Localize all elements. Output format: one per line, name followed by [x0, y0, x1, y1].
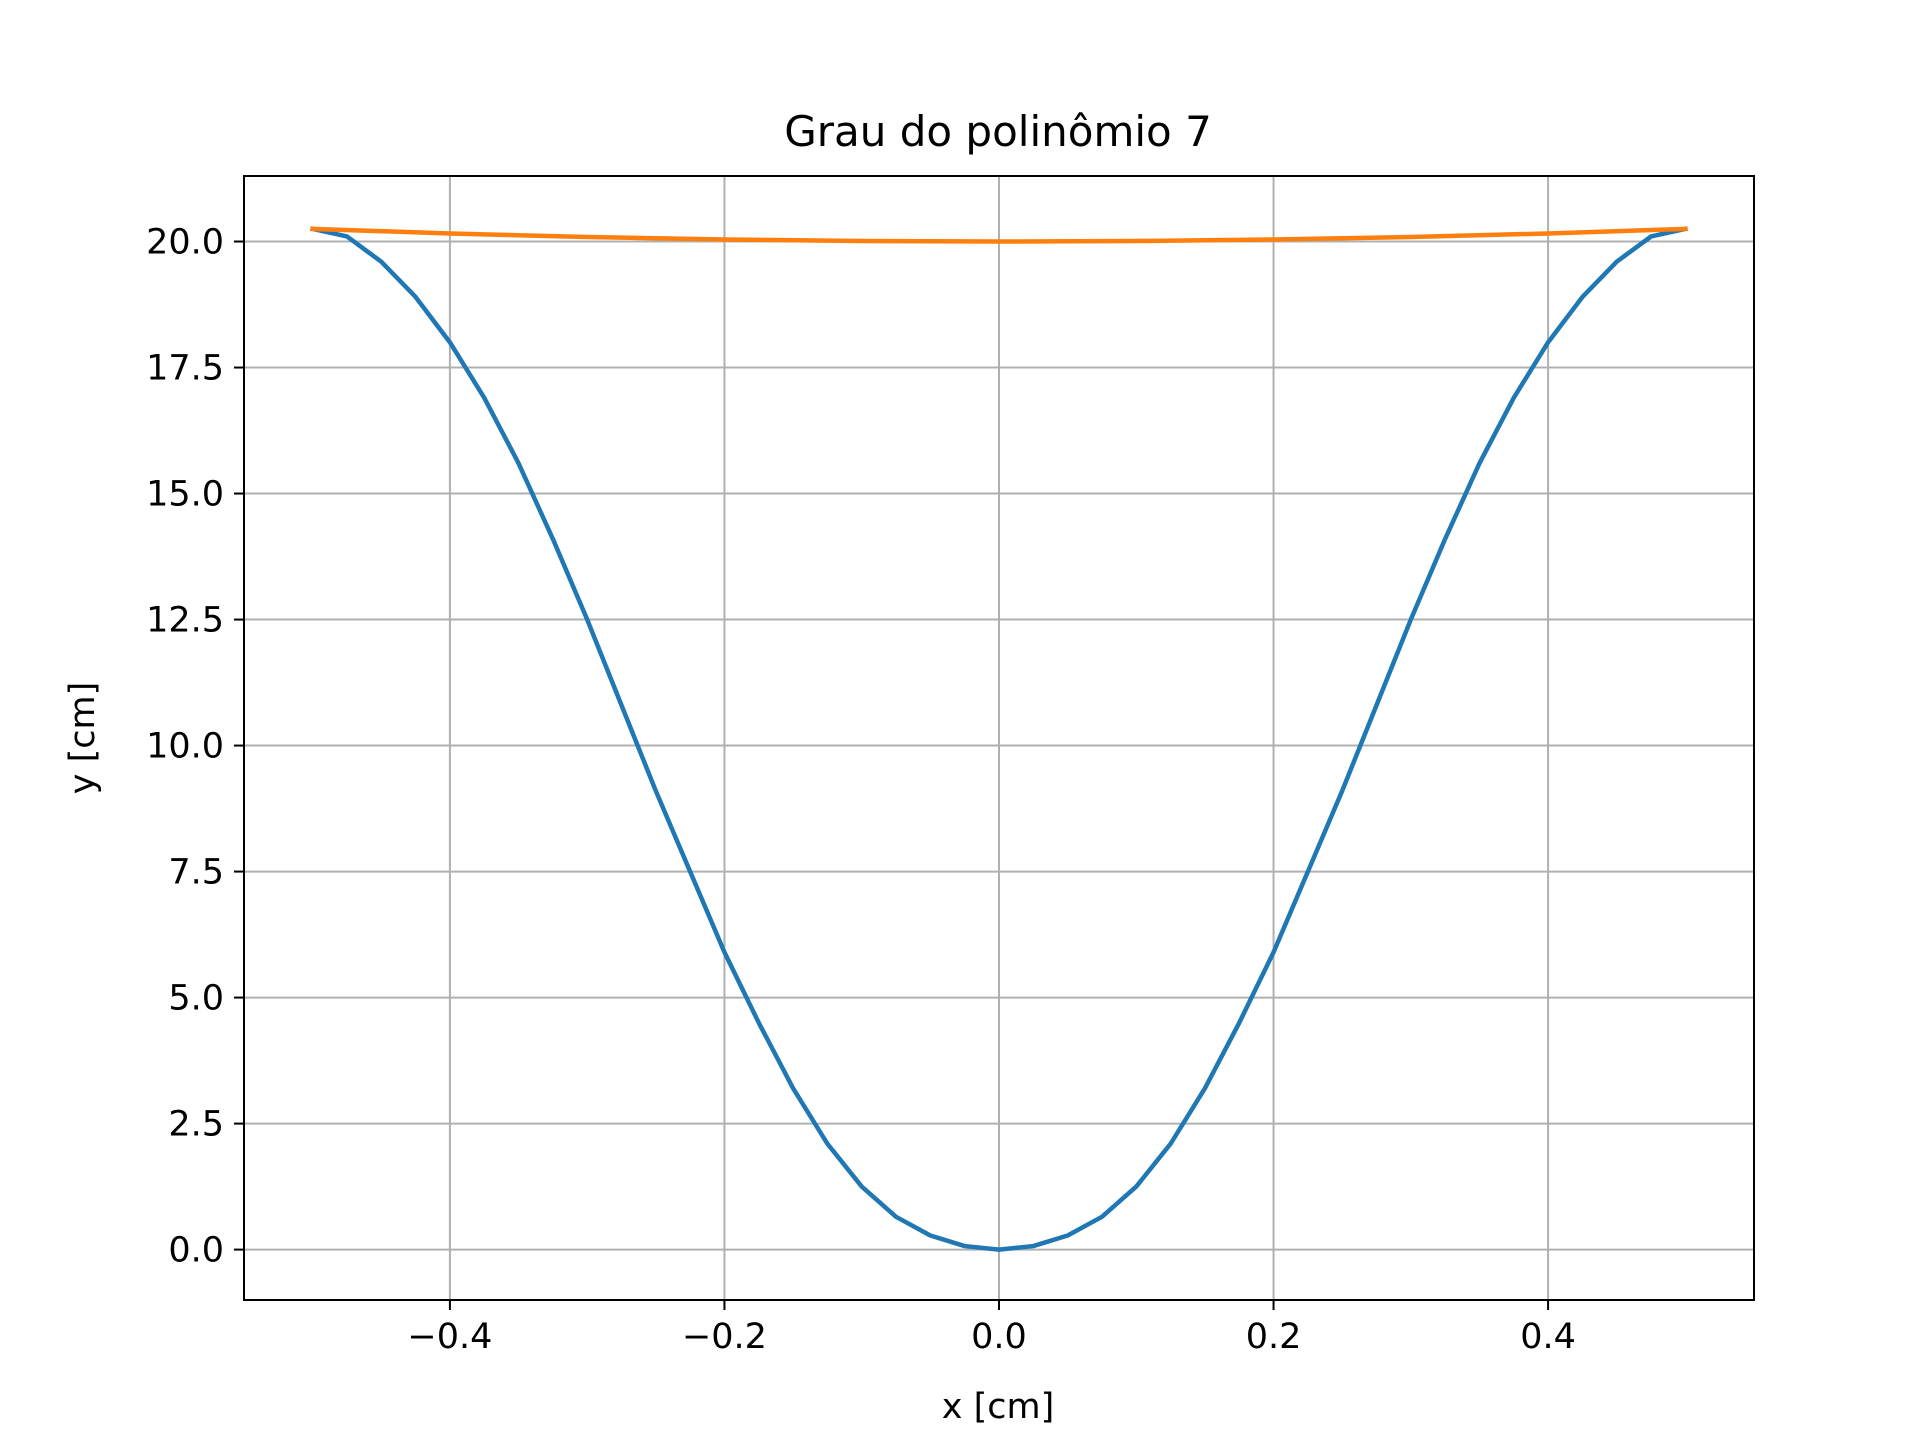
x-tick-label: −0.2 [682, 1317, 767, 1357]
series-line-2 [310, 226, 1688, 244]
x-tick-label: −0.4 [407, 1317, 492, 1357]
x-tick-label: 0.0 [971, 1317, 1027, 1357]
y-tick-label: 12.5 [146, 601, 224, 641]
series-group [309, 226, 1689, 1252]
y-tick-label: 5.0 [168, 979, 224, 1019]
y-tick-label: 17.5 [146, 349, 224, 389]
y-tick-label: 7.5 [168, 853, 224, 893]
y-tick-label: 2.5 [168, 1105, 224, 1145]
y-tick-label: 10.0 [146, 727, 224, 767]
chart-title: Grau do polinômio 7 [784, 107, 1212, 156]
series-line-1 [309, 226, 1689, 1252]
y-tick-label: 0.0 [168, 1231, 224, 1271]
y-tick-label: 15.0 [146, 475, 224, 515]
x-tick-label: 0.2 [1246, 1317, 1302, 1357]
y-tick-label: 20.0 [146, 223, 224, 263]
x-axis-label: x [cm] [942, 1387, 1055, 1427]
y-axis-label: y [cm] [63, 682, 103, 795]
x-tick-label: 0.4 [1520, 1317, 1576, 1357]
ticks: −0.4 −0.2 0.0 0.2 0.4 0.0 2.5 5.0 7.5 10.0 12.5 15.… [146, 223, 1576, 1357]
